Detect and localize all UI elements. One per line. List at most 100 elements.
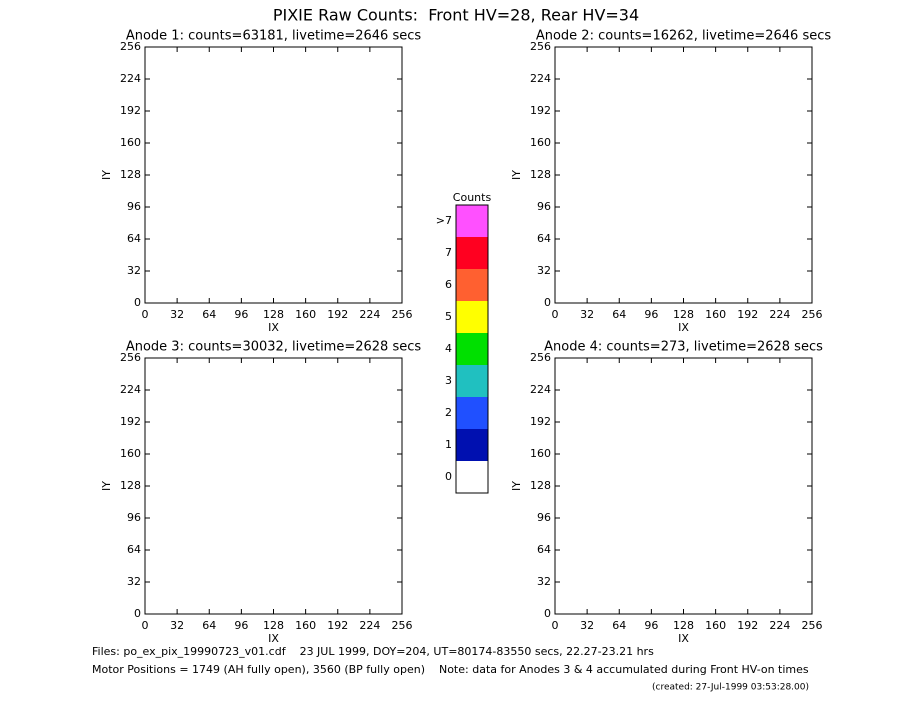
colorbar-frame — [455, 204, 489, 494]
footer-created: (created: 27-Jul-1999 03:53:28.00) — [652, 683, 809, 693]
colorbar-label: 7 — [445, 246, 452, 259]
x-tick-label: 0 — [142, 619, 149, 632]
x-tick-label: 224 — [359, 619, 380, 632]
x-tick-label: 96 — [644, 619, 658, 632]
y-tick-label: 32 — [127, 575, 141, 588]
y-tick-label: 64 — [127, 232, 141, 245]
colorbar-label: >7 — [436, 214, 452, 227]
x-tick-label: 128 — [263, 308, 284, 321]
y-tick-label: 160 — [120, 136, 141, 149]
y-tick-label: 64 — [537, 232, 551, 245]
colorbar-swatch — [456, 397, 488, 429]
x-tick-label: 224 — [769, 619, 790, 632]
y-tick-label: 224 — [530, 72, 551, 85]
y-tick-label: 96 — [537, 511, 551, 524]
x-tick-label: 160 — [705, 308, 726, 321]
colorbar-swatch — [456, 301, 488, 333]
x-tick-label: 256 — [392, 308, 413, 321]
x-tick-label: 160 — [705, 619, 726, 632]
x-tick-label: 224 — [769, 308, 790, 321]
colorbar-swatch — [456, 429, 488, 461]
x-tick-label: 256 — [802, 619, 823, 632]
x-tick-label: 32 — [580, 308, 594, 321]
x-tick-label: 128 — [263, 619, 284, 632]
colorbar-label: 5 — [445, 310, 452, 323]
colorbar-label: 6 — [445, 278, 452, 291]
page-title: PIXIE Raw Counts: Front HV=28, Rear HV=3… — [273, 6, 639, 25]
colorbar-swatch — [456, 461, 488, 493]
x-tick-label: 160 — [295, 619, 316, 632]
colorbar-swatch — [456, 237, 488, 269]
y-tick-label: 32 — [537, 575, 551, 588]
panel-title: Anode 4: counts=273, livetime=2628 secs — [544, 340, 823, 355]
colorbar-label: 0 — [445, 470, 452, 483]
x-tick-label: 224 — [359, 308, 380, 321]
colorbar-title: Counts — [453, 191, 492, 204]
y-tick-label: 32 — [127, 264, 141, 277]
x-axis-label: IX — [268, 632, 279, 645]
x-tick-label: 64 — [612, 308, 626, 321]
colorbar-label: 3 — [445, 374, 452, 387]
x-tick-label: 160 — [295, 308, 316, 321]
y-tick-label: 256 — [120, 351, 141, 364]
y-tick-label: 256 — [530, 351, 551, 364]
colorbar-swatch — [456, 365, 488, 397]
y-tick-label: 224 — [530, 383, 551, 396]
y-tick-label: 128 — [120, 479, 141, 492]
y-tick-label: 96 — [127, 200, 141, 213]
y-axis-label: IY — [100, 481, 113, 491]
y-axis-label: IY — [510, 481, 523, 491]
y-tick-label: 0 — [134, 607, 141, 620]
x-tick-label: 256 — [392, 619, 413, 632]
x-tick-label: 0 — [552, 308, 559, 321]
x-tick-label: 64 — [202, 308, 216, 321]
x-tick-label: 128 — [673, 619, 694, 632]
y-tick-label: 224 — [120, 383, 141, 396]
y-tick-label: 224 — [120, 72, 141, 85]
y-axis-label: IY — [510, 170, 523, 180]
plot-area — [144, 357, 403, 615]
panel-title: Anode 3: counts=30032, livetime=2628 sec… — [126, 340, 422, 355]
colorbar-label: 4 — [445, 342, 452, 355]
plot-area — [144, 46, 403, 304]
y-tick-label: 96 — [537, 200, 551, 213]
x-axis-label: IX — [678, 321, 689, 334]
y-tick-label: 64 — [537, 543, 551, 556]
y-tick-label: 0 — [544, 296, 551, 309]
y-tick-label: 192 — [120, 104, 141, 117]
y-tick-label: 192 — [530, 415, 551, 428]
x-tick-label: 96 — [644, 308, 658, 321]
plot-area — [554, 46, 813, 304]
x-tick-label: 192 — [327, 308, 348, 321]
colorbar-swatch — [456, 269, 488, 301]
y-tick-label: 192 — [530, 104, 551, 117]
x-tick-label: 32 — [170, 619, 184, 632]
x-tick-label: 256 — [802, 308, 823, 321]
plot-area — [554, 357, 813, 615]
x-tick-label: 96 — [234, 308, 248, 321]
colorbar-label: 1 — [445, 438, 452, 451]
y-tick-label: 0 — [134, 296, 141, 309]
y-tick-label: 0 — [544, 607, 551, 620]
y-tick-label: 160 — [530, 447, 551, 460]
y-tick-label: 96 — [127, 511, 141, 524]
y-tick-label: 32 — [537, 264, 551, 277]
footer-motor: Motor Positions = 1749 (AH fully open), … — [92, 663, 809, 676]
x-tick-label: 128 — [673, 308, 694, 321]
footer-files: Files: po_ex_pix_19990723_v01.cdf 23 JUL… — [92, 645, 654, 658]
x-tick-label: 96 — [234, 619, 248, 632]
x-tick-label: 0 — [142, 308, 149, 321]
panel-title: Anode 1: counts=63181, livetime=2646 sec… — [126, 29, 422, 44]
x-tick-label: 64 — [202, 619, 216, 632]
x-tick-label: 64 — [612, 619, 626, 632]
y-tick-label: 256 — [530, 40, 551, 53]
x-axis-label: IX — [678, 632, 689, 645]
y-tick-label: 128 — [120, 168, 141, 181]
y-axis-label: IY — [100, 170, 113, 180]
y-tick-label: 160 — [120, 447, 141, 460]
y-tick-label: 128 — [530, 479, 551, 492]
x-tick-label: 192 — [737, 308, 758, 321]
colorbar-label: 2 — [445, 406, 452, 419]
x-axis-label: IX — [268, 321, 279, 334]
